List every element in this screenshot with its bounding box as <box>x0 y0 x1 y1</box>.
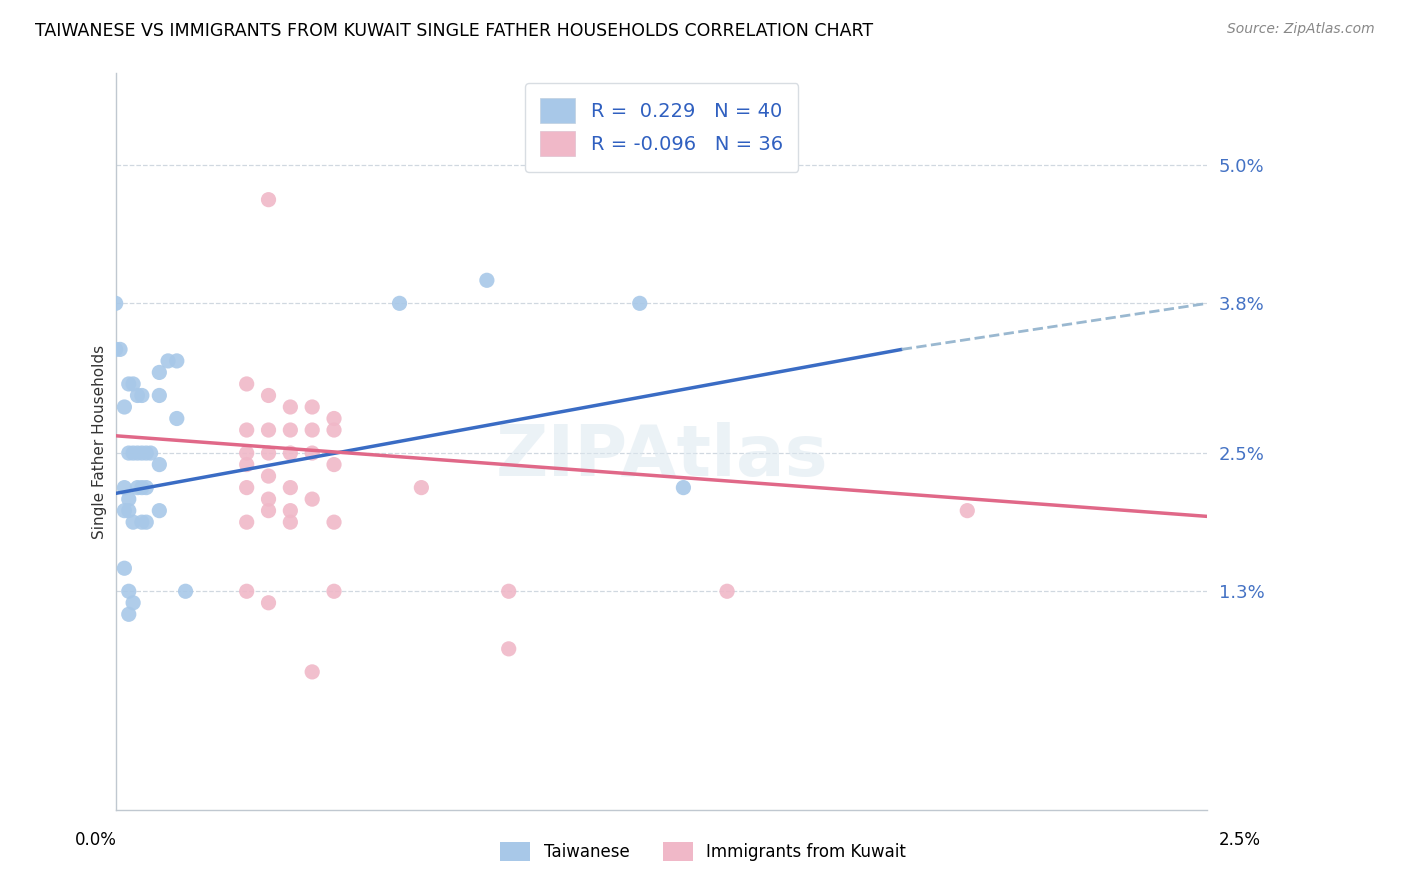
Point <box>127 481 149 495</box>
Point <box>280 503 302 517</box>
Point <box>112 400 135 414</box>
Point <box>148 388 170 402</box>
Point <box>148 458 170 472</box>
Legend: Taiwanese, Immigrants from Kuwait: Taiwanese, Immigrants from Kuwait <box>494 835 912 868</box>
Point <box>148 503 170 517</box>
Point <box>475 273 498 287</box>
Point <box>257 193 280 207</box>
Legend: R =  0.229   N = 40, R = -0.096   N = 36: R = 0.229 N = 40, R = -0.096 N = 36 <box>524 83 799 171</box>
Point <box>301 492 323 507</box>
Point <box>235 515 257 529</box>
Point <box>104 343 127 357</box>
Point <box>131 388 153 402</box>
Point <box>118 607 141 622</box>
Point <box>257 423 280 437</box>
Point <box>301 423 323 437</box>
Point <box>135 446 157 460</box>
Point <box>235 458 257 472</box>
Point <box>118 376 141 391</box>
Point <box>280 515 302 529</box>
Point <box>411 481 433 495</box>
Point <box>257 446 280 460</box>
Point <box>135 481 157 495</box>
Point <box>257 388 280 402</box>
Point <box>323 458 346 472</box>
Point <box>280 423 302 437</box>
Point <box>122 376 145 391</box>
Point <box>122 596 145 610</box>
Point <box>235 446 257 460</box>
Point <box>139 446 162 460</box>
Point <box>235 584 257 599</box>
Point <box>122 515 145 529</box>
Point <box>131 515 153 529</box>
Point <box>628 296 651 310</box>
Point <box>498 584 520 599</box>
Point <box>174 584 197 599</box>
Text: ZIPAtlas: ZIPAtlas <box>495 422 828 491</box>
Point <box>280 400 302 414</box>
Text: 2.5%: 2.5% <box>1219 831 1261 849</box>
Text: TAIWANESE VS IMMIGRANTS FROM KUWAIT SINGLE FATHER HOUSEHOLDS CORRELATION CHART: TAIWANESE VS IMMIGRANTS FROM KUWAIT SING… <box>35 22 873 40</box>
Text: Source: ZipAtlas.com: Source: ZipAtlas.com <box>1227 22 1375 37</box>
Point <box>235 481 257 495</box>
Point <box>301 665 323 679</box>
Point <box>166 411 188 425</box>
Point <box>956 503 979 517</box>
Point <box>672 481 695 495</box>
Point <box>148 366 170 380</box>
Point <box>108 343 131 357</box>
Point <box>716 584 738 599</box>
Point <box>131 446 153 460</box>
Point <box>257 469 280 483</box>
Point <box>166 354 188 368</box>
Point <box>257 492 280 507</box>
Point <box>323 411 346 425</box>
Point <box>112 561 135 575</box>
Point <box>127 446 149 460</box>
Point <box>118 446 141 460</box>
Point <box>118 584 141 599</box>
Point <box>301 446 323 460</box>
Point <box>257 596 280 610</box>
Point <box>104 296 127 310</box>
Point <box>157 354 180 368</box>
Point <box>118 503 141 517</box>
Point <box>131 481 153 495</box>
Point <box>257 503 280 517</box>
Point <box>112 481 135 495</box>
Point <box>135 515 157 529</box>
Point <box>301 400 323 414</box>
Point <box>323 423 346 437</box>
Point <box>118 492 141 507</box>
Y-axis label: Single Father Households: Single Father Households <box>93 344 107 539</box>
Point <box>323 584 346 599</box>
Point <box>235 376 257 391</box>
Point <box>280 481 302 495</box>
Point <box>498 641 520 656</box>
Point <box>280 446 302 460</box>
Point <box>235 423 257 437</box>
Point <box>122 446 145 460</box>
Text: 0.0%: 0.0% <box>75 831 117 849</box>
Point <box>323 515 346 529</box>
Point <box>388 296 411 310</box>
Point <box>112 503 135 517</box>
Point <box>127 388 149 402</box>
